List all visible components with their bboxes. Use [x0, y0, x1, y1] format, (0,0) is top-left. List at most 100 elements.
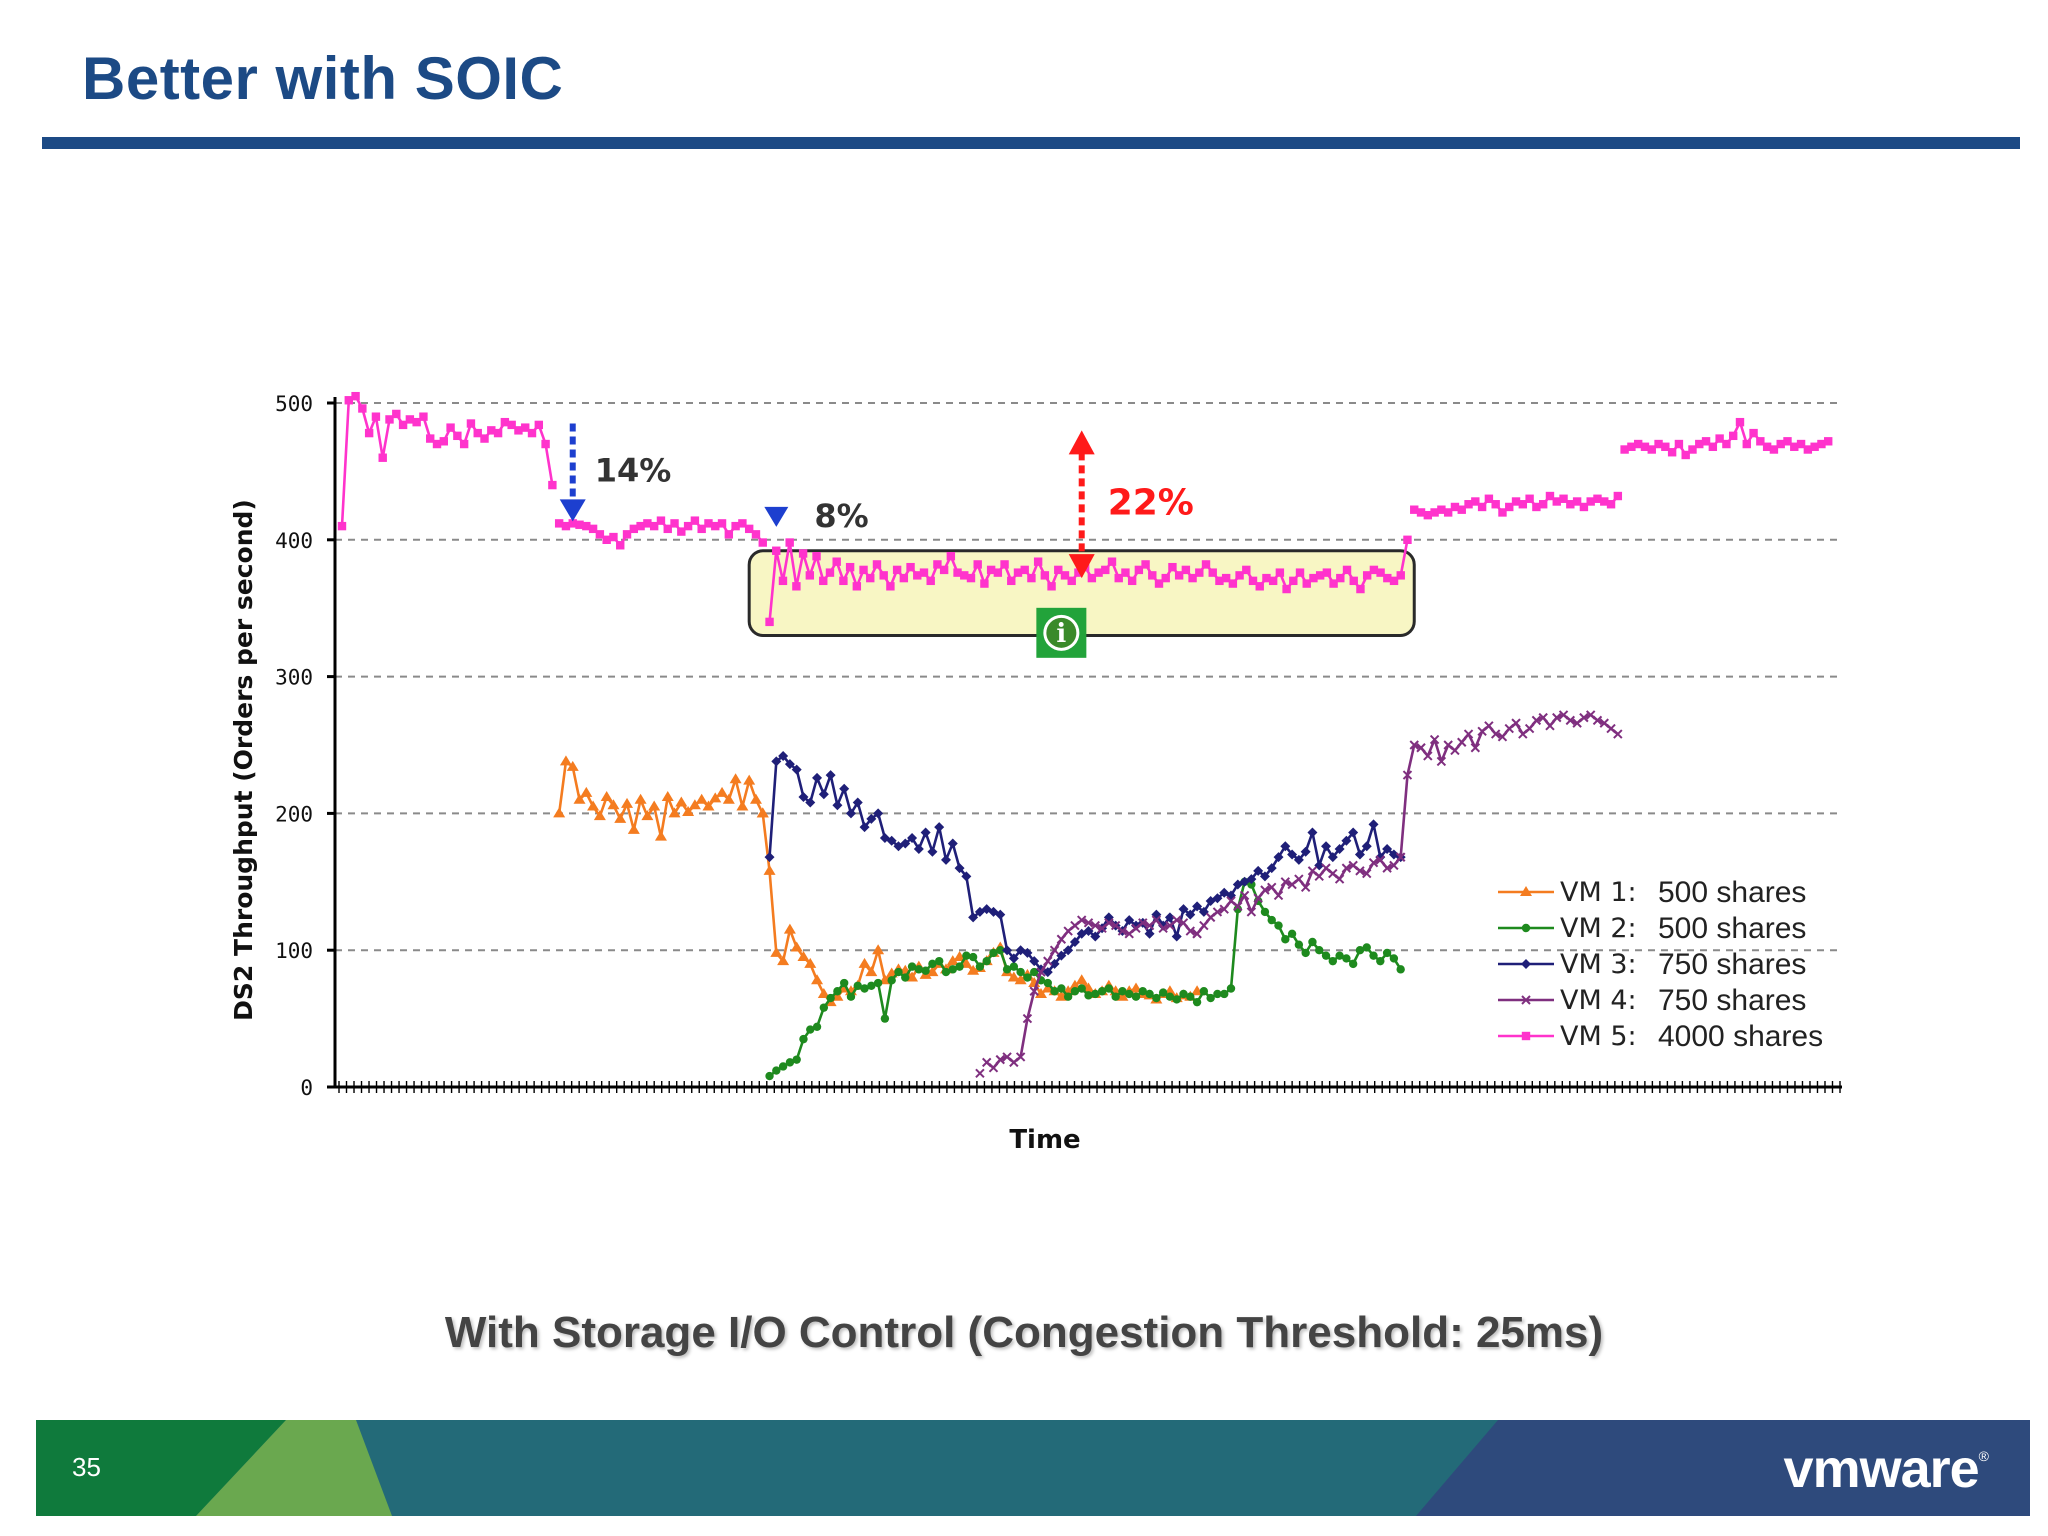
data-point — [724, 530, 734, 539]
data-point — [960, 571, 969, 580]
series-line — [1399, 713, 1619, 858]
data-point — [839, 576, 848, 586]
data-point — [473, 428, 482, 438]
data-point — [1262, 573, 1271, 583]
data-point — [955, 962, 964, 971]
data-point — [595, 530, 605, 539]
data-point-stroke — [981, 1057, 992, 1068]
data-point — [845, 808, 856, 819]
data-point — [832, 800, 843, 811]
data-point-stroke — [1382, 863, 1392, 873]
data-point — [825, 770, 836, 781]
data-point — [1354, 849, 1365, 860]
gap-label-22: 22% — [1108, 482, 1194, 523]
data-point — [641, 810, 654, 821]
data-point — [1450, 745, 1460, 756]
data-point — [771, 756, 782, 767]
data-point-stroke — [1056, 934, 1067, 944]
data-point — [1566, 500, 1575, 509]
data-point — [1620, 445, 1629, 454]
data-point — [587, 800, 600, 811]
data-point — [935, 956, 944, 966]
data-point — [819, 576, 828, 586]
data-point — [668, 807, 681, 818]
data-point-stroke — [1613, 729, 1623, 739]
data-point — [1498, 508, 1507, 517]
data-point-stroke — [1104, 918, 1114, 928]
data-point-stroke — [988, 1063, 999, 1073]
chart-legend: VM 1: 500 shares VM 2: 500 shares VM 3: 750 s… — [1498, 876, 1823, 1053]
data-point — [1034, 987, 1047, 998]
data-point — [1336, 573, 1345, 583]
data-point — [791, 764, 802, 775]
data-point — [1375, 855, 1386, 865]
data-point-stroke — [1110, 920, 1121, 931]
data-point — [954, 863, 965, 874]
data-point — [731, 521, 740, 531]
legend-shares: 500 shares — [1658, 876, 1806, 909]
data-point — [337, 521, 347, 531]
data-point-stroke — [1083, 918, 1094, 928]
data-point — [1083, 918, 1094, 928]
data-point — [385, 415, 394, 424]
data-point — [1416, 508, 1426, 517]
data-point — [1043, 978, 1052, 988]
data-point — [541, 439, 550, 449]
data-point — [914, 965, 924, 974]
data-point — [1158, 923, 1168, 934]
data-point — [1470, 743, 1481, 753]
data-point — [1532, 502, 1541, 512]
y-tick-label-100: 100 — [275, 939, 313, 963]
data-point — [926, 576, 935, 586]
data-point — [1047, 582, 1056, 591]
data-point — [832, 557, 841, 566]
legend-name: VM 5: — [1560, 1021, 1637, 1052]
data-point-stroke — [1429, 734, 1440, 745]
data-point — [1355, 866, 1365, 876]
data-point-stroke — [1314, 871, 1324, 882]
data-point — [865, 966, 878, 977]
data-point — [764, 852, 775, 863]
data-point — [1228, 579, 1238, 588]
data-point — [561, 521, 571, 531]
data-point — [1300, 846, 1311, 857]
data-point — [1293, 854, 1304, 865]
data-point-stroke — [1138, 918, 1148, 928]
data-point — [627, 823, 640, 834]
data-point — [1273, 852, 1284, 863]
data-point — [358, 404, 367, 413]
data-point — [845, 562, 855, 572]
data-point — [933, 560, 942, 569]
data-point — [1181, 565, 1191, 575]
data-point — [973, 560, 982, 569]
data-point — [743, 774, 756, 785]
data-point — [1484, 494, 1494, 503]
data-point — [534, 420, 544, 430]
data-point — [1097, 987, 1107, 996]
data-point — [968, 912, 979, 923]
data-point — [1036, 967, 1046, 977]
data-point — [643, 519, 652, 528]
data-point — [1334, 843, 1345, 854]
series-vm-1 — [553, 755, 1204, 1007]
data-point — [371, 412, 381, 421]
data-point — [1063, 945, 1074, 956]
data-point — [1559, 494, 1568, 503]
data-point — [1369, 565, 1379, 575]
data-point — [1239, 890, 1250, 901]
data-point-stroke — [1300, 882, 1311, 892]
data-point — [1416, 743, 1426, 753]
data-point — [879, 571, 888, 580]
data-point — [580, 786, 593, 797]
data-point — [1067, 576, 1076, 586]
chart-series-layer — [337, 391, 1833, 1081]
data-point-stroke — [1036, 967, 1046, 977]
data-point — [1192, 929, 1202, 939]
data-point — [1247, 880, 1256, 889]
legend-shares: 500 shares — [1658, 912, 1806, 945]
data-point — [1050, 987, 1059, 996]
data-point — [792, 582, 801, 591]
data-point — [1729, 431, 1738, 441]
data-point — [744, 524, 754, 534]
data-point — [1382, 863, 1392, 873]
